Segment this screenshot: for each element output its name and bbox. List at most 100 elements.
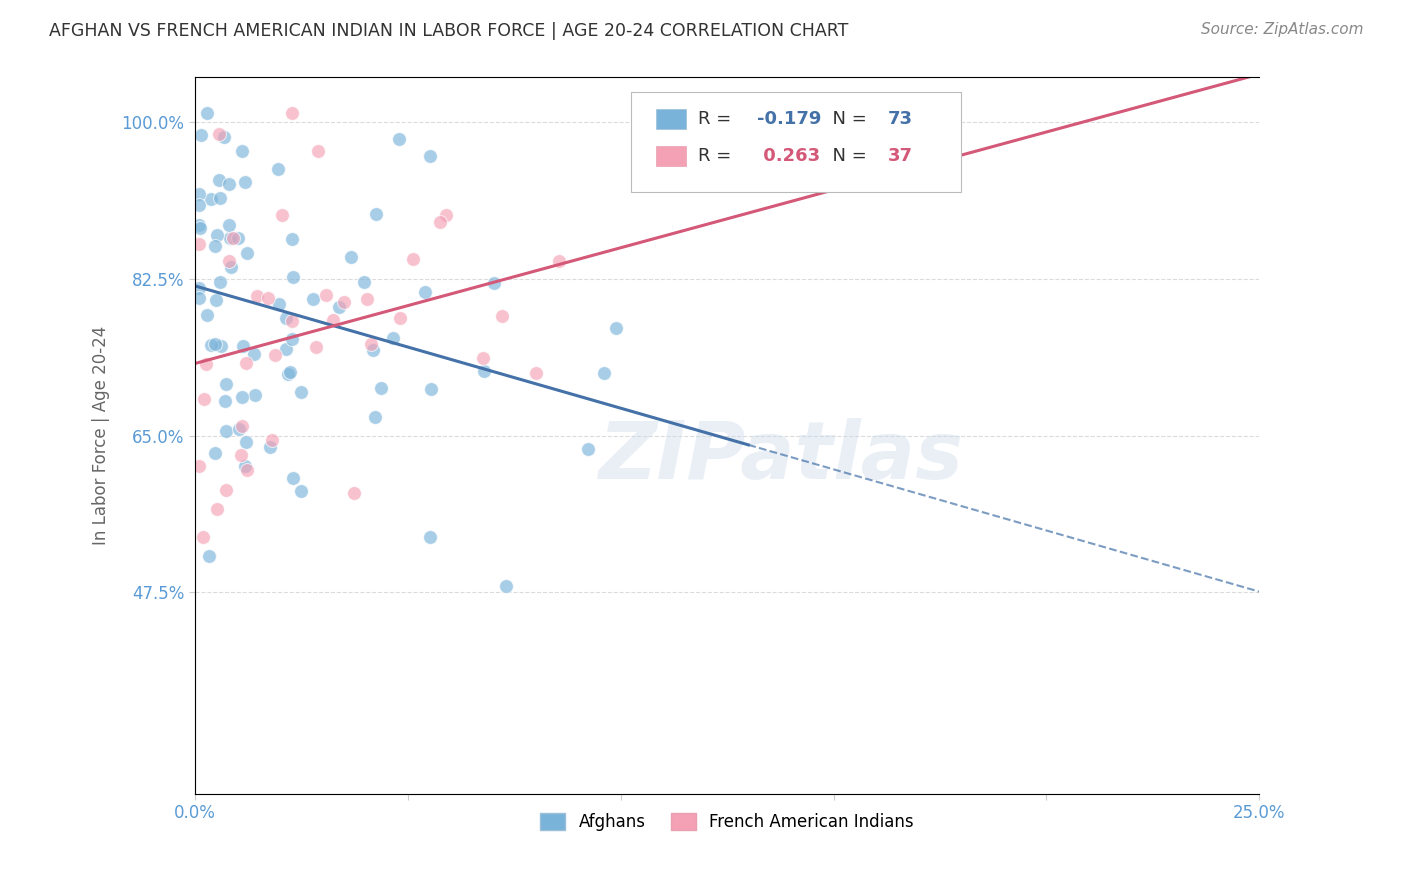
French American Indians <box>235 463 257 477</box>
FancyBboxPatch shape <box>655 146 686 166</box>
Afghans <box>195 106 218 120</box>
Afghans <box>419 149 441 163</box>
French American Indians <box>434 208 457 222</box>
Afghans <box>218 177 240 191</box>
Text: R =: R = <box>699 110 737 128</box>
Afghans <box>219 260 242 274</box>
Text: R =: R = <box>699 147 737 165</box>
Afghans <box>283 471 305 485</box>
Afghans <box>200 338 222 352</box>
Afghans <box>208 173 231 187</box>
Afghans <box>281 332 304 346</box>
French American Indians <box>547 254 569 268</box>
Afghans <box>328 300 350 314</box>
Afghans <box>302 292 325 306</box>
French American Indians <box>246 288 269 302</box>
Y-axis label: In Labor Force | Age 20-24: In Labor Force | Age 20-24 <box>93 326 110 545</box>
French American Indians <box>188 458 211 473</box>
French American Indians <box>315 288 337 302</box>
French American Indians <box>208 127 231 141</box>
Afghans <box>205 228 228 243</box>
French American Indians <box>524 366 547 380</box>
Afghans <box>364 207 387 221</box>
French American Indians <box>322 313 344 327</box>
French American Indians <box>402 252 425 267</box>
French American Indians <box>193 530 215 544</box>
Afghans <box>228 422 250 436</box>
French American Indians <box>263 348 285 362</box>
Text: Source: ZipAtlas.com: Source: ZipAtlas.com <box>1201 22 1364 37</box>
Afghans <box>195 308 218 322</box>
French American Indians <box>194 358 217 372</box>
Afghans <box>233 175 256 189</box>
Afghans <box>281 232 304 246</box>
Afghans <box>340 250 363 264</box>
Afghans <box>204 337 226 351</box>
French American Indians <box>205 502 228 516</box>
French American Indians <box>429 215 451 229</box>
Afghans <box>190 128 212 142</box>
Text: N =: N = <box>821 147 872 165</box>
Afghans <box>593 366 616 380</box>
French American Indians <box>235 357 257 371</box>
Afghans <box>214 425 236 439</box>
Afghans <box>231 144 253 158</box>
French American Indians <box>343 486 366 500</box>
French American Indians <box>215 483 238 497</box>
Legend: Afghans, French American Indians: Afghans, French American Indians <box>531 805 922 839</box>
Afghans <box>290 484 312 499</box>
Afghans <box>233 459 256 474</box>
Afghans <box>267 162 290 177</box>
Text: N =: N = <box>821 110 872 128</box>
French American Indians <box>305 340 328 354</box>
Afghans <box>576 442 599 457</box>
French American Indians <box>231 448 253 462</box>
French American Indians <box>260 433 283 447</box>
Afghans <box>188 186 211 201</box>
Afghans <box>197 549 219 563</box>
Afghans <box>204 446 226 460</box>
Text: ZIPatlas: ZIPatlas <box>598 418 963 496</box>
Afghans <box>353 275 375 289</box>
Afghans <box>188 281 211 295</box>
Afghans <box>382 331 405 345</box>
Afghans <box>188 221 211 235</box>
Afghans <box>215 376 238 391</box>
Afghans <box>277 368 299 382</box>
Afghans <box>370 381 392 395</box>
Text: 0.263: 0.263 <box>756 147 820 165</box>
Afghans <box>218 230 240 244</box>
Afghans <box>209 339 232 353</box>
French American Indians <box>221 231 243 245</box>
Text: AFGHAN VS FRENCH AMERICAN INDIAN IN LABOR FORCE | AGE 20-24 CORRELATION CHART: AFGHAN VS FRENCH AMERICAN INDIAN IN LABO… <box>49 22 849 40</box>
Afghans <box>605 321 627 335</box>
Afghans <box>413 285 436 299</box>
Afghans <box>274 343 297 357</box>
French American Indians <box>471 351 494 365</box>
French American Indians <box>333 295 356 310</box>
Afghans <box>228 231 250 245</box>
Afghans <box>188 218 211 232</box>
Afghans <box>419 530 441 544</box>
Afghans <box>364 410 387 425</box>
Afghans <box>420 382 443 396</box>
Text: 37: 37 <box>887 147 912 165</box>
Afghans <box>281 270 304 285</box>
Afghans <box>231 390 253 404</box>
Afghans <box>204 239 226 253</box>
Afghans <box>290 384 312 399</box>
French American Indians <box>231 418 253 433</box>
Afghans <box>235 435 257 450</box>
Afghans <box>259 440 281 454</box>
French American Indians <box>271 208 294 222</box>
French American Indians <box>388 310 411 325</box>
French American Indians <box>188 237 211 252</box>
FancyBboxPatch shape <box>655 109 686 129</box>
Afghans <box>484 276 506 290</box>
Afghans <box>242 346 264 360</box>
Afghans <box>208 275 231 289</box>
Afghans <box>236 245 259 260</box>
Afghans <box>361 343 384 357</box>
Text: -0.179: -0.179 <box>756 110 821 128</box>
French American Indians <box>307 144 329 158</box>
